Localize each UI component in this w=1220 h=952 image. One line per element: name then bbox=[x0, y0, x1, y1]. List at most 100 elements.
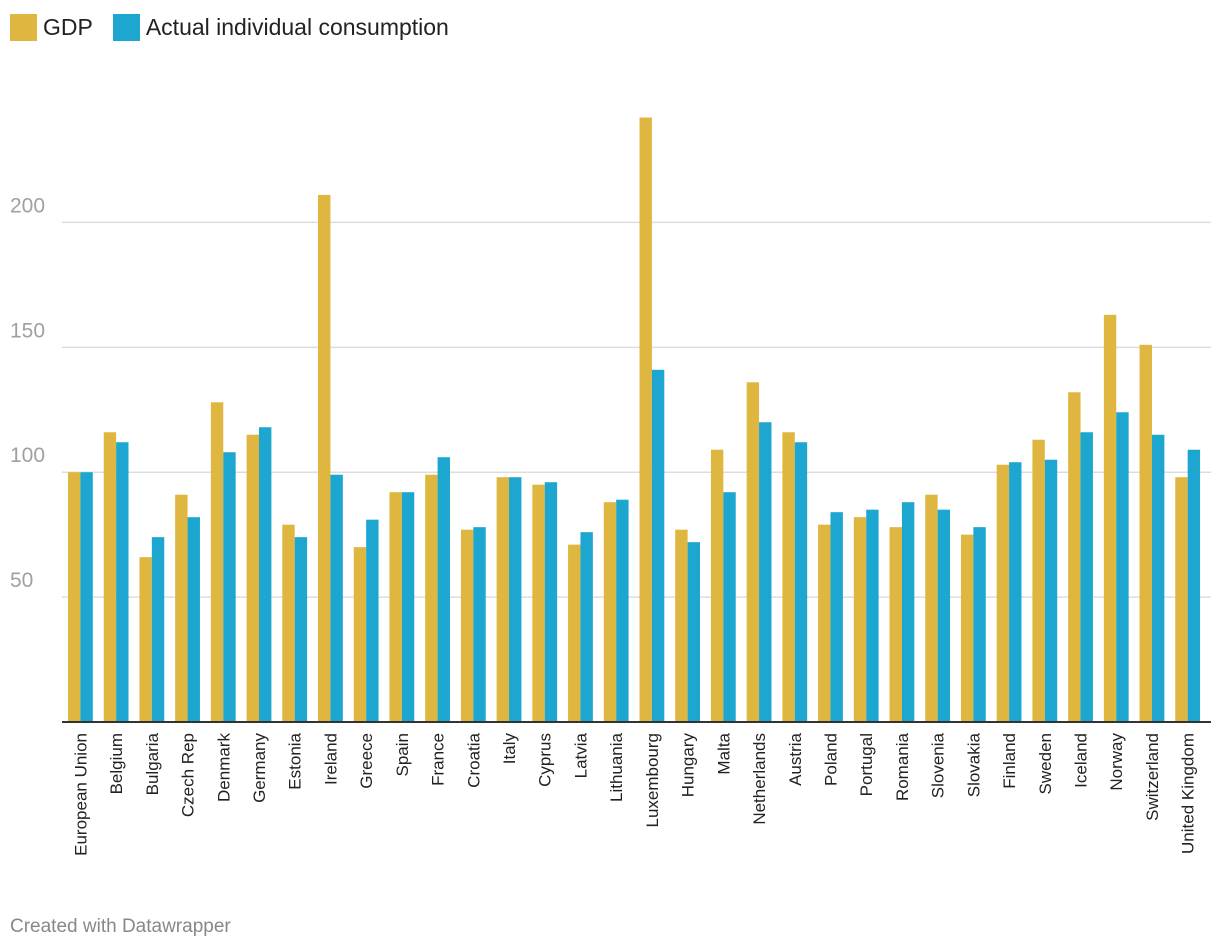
bar-consumption bbox=[616, 499, 629, 722]
bar-consumption bbox=[1009, 462, 1022, 722]
bar-gdp bbox=[675, 529, 688, 722]
legend-item-gdp: GDP bbox=[10, 13, 93, 41]
bar-gdp bbox=[532, 484, 545, 722]
bar-consumption bbox=[651, 369, 665, 722]
x-tick-label: Bulgaria bbox=[143, 732, 162, 795]
x-tick-label: Austria bbox=[786, 732, 805, 785]
x-tick-label: Estonia bbox=[286, 732, 305, 789]
bar-gdp bbox=[425, 474, 438, 722]
bars bbox=[68, 117, 1201, 723]
legend: GDP Actual individual consumption bbox=[10, 12, 449, 42]
footer-credit[interactable]: Created with Datawrapper bbox=[10, 916, 231, 937]
x-tick-label: Slovakia bbox=[964, 732, 983, 797]
bar-consumption bbox=[973, 527, 986, 722]
x-tick-label: Netherlands bbox=[750, 733, 769, 825]
bar-consumption bbox=[1080, 432, 1093, 722]
bar-consumption bbox=[151, 537, 165, 722]
bar-consumption bbox=[294, 537, 308, 722]
x-tick-label: Greece bbox=[357, 733, 376, 789]
bar-gdp bbox=[353, 547, 367, 722]
legend-swatch-consumption bbox=[112, 13, 140, 41]
bar-consumption bbox=[437, 457, 450, 722]
bar-consumption bbox=[80, 472, 93, 722]
bar-consumption bbox=[937, 509, 951, 722]
bar-consumption bbox=[580, 532, 593, 722]
bar-gdp bbox=[210, 402, 224, 722]
x-tick-label: Malta bbox=[714, 732, 733, 774]
bar-consumption bbox=[1151, 434, 1165, 722]
bar-gdp bbox=[389, 492, 402, 722]
legend-label-gdp: GDP bbox=[43, 13, 93, 40]
bar-gdp bbox=[175, 494, 188, 722]
bar-gdp bbox=[1068, 392, 1081, 722]
x-tick-label: Iceland bbox=[1072, 733, 1091, 788]
bar-consumption bbox=[794, 442, 808, 722]
bar-gdp bbox=[496, 477, 510, 722]
x-tick-label: Portugal bbox=[857, 733, 876, 796]
bar-gdp bbox=[139, 557, 152, 722]
bar-gdp bbox=[782, 432, 795, 722]
bar-consumption bbox=[258, 427, 272, 722]
bar-consumption bbox=[830, 512, 843, 722]
bar-consumption bbox=[473, 527, 486, 722]
bar-gdp bbox=[1175, 477, 1188, 722]
bar-consumption bbox=[401, 492, 415, 722]
bar-gdp bbox=[889, 527, 902, 722]
bar-gdp bbox=[1032, 439, 1045, 722]
bar-consumption bbox=[366, 519, 379, 722]
bar-gdp bbox=[282, 524, 295, 722]
bar-consumption bbox=[901, 502, 915, 722]
x-tick-label: Finland bbox=[1000, 733, 1019, 789]
bar-consumption bbox=[330, 474, 343, 722]
bar-consumption bbox=[544, 482, 558, 722]
y-tick-label: 50 bbox=[10, 569, 33, 592]
bar-gdp bbox=[960, 534, 974, 722]
bar-consumption bbox=[509, 477, 522, 722]
bar-gdp bbox=[318, 194, 331, 723]
y-tick-label: 100 bbox=[10, 444, 45, 467]
x-tick-label: Hungary bbox=[679, 733, 698, 798]
bar-gdp bbox=[853, 517, 867, 722]
bar-consumption bbox=[759, 422, 772, 722]
legend-swatch-gdp bbox=[10, 13, 37, 41]
bar-gdp bbox=[103, 432, 117, 722]
x-tick-label: Poland bbox=[821, 733, 840, 786]
x-tick-label: Norway bbox=[1107, 733, 1126, 791]
bar-consumption bbox=[866, 509, 879, 722]
x-tick-labels: European Union Belgium Bulgaria Czech Rep De… bbox=[71, 732, 1197, 855]
legend-item-consumption: Actual individual consumption bbox=[112, 13, 449, 41]
x-tick-label: Lithuania bbox=[607, 732, 626, 802]
x-tick-label: Sweden bbox=[1036, 733, 1055, 794]
bar-consumption bbox=[116, 442, 129, 722]
bar-gdp bbox=[710, 449, 724, 722]
x-tick-label: Ireland bbox=[321, 733, 340, 785]
x-tick-label: Cyprus bbox=[536, 733, 555, 787]
x-tick-label: France bbox=[429, 733, 448, 786]
bar-consumption bbox=[723, 492, 736, 722]
bar-gdp bbox=[68, 472, 81, 722]
bar-gdp bbox=[1103, 314, 1117, 722]
bar-gdp bbox=[603, 502, 617, 722]
bar-gdp bbox=[460, 529, 474, 722]
x-tick-label: Latvia bbox=[571, 732, 590, 778]
bar-gdp bbox=[818, 524, 831, 722]
x-tick-label: Czech Rep bbox=[179, 733, 198, 817]
x-tick-label: European Union bbox=[71, 733, 90, 856]
bar-consumption bbox=[1116, 412, 1129, 722]
x-tick-label: Croatia bbox=[464, 732, 483, 787]
legend-label-consumption: Actual individual consumption bbox=[145, 13, 449, 40]
x-tick-label: Spain bbox=[393, 733, 412, 776]
bar-gdp bbox=[1139, 344, 1152, 722]
x-tick-label: United Kingdom bbox=[1179, 733, 1198, 854]
y-tick-label: 150 bbox=[10, 319, 45, 342]
x-tick-label: Italy bbox=[500, 733, 519, 765]
bar-consumption bbox=[687, 542, 701, 722]
x-tick-label: Slovenia bbox=[929, 732, 948, 798]
bar-consumption bbox=[223, 452, 236, 722]
x-tick-label: Germany bbox=[250, 733, 269, 803]
bar-gdp bbox=[568, 544, 581, 722]
bar-gdp bbox=[996, 464, 1010, 722]
bar-consumption bbox=[1044, 459, 1058, 722]
bar-gdp bbox=[246, 434, 259, 722]
